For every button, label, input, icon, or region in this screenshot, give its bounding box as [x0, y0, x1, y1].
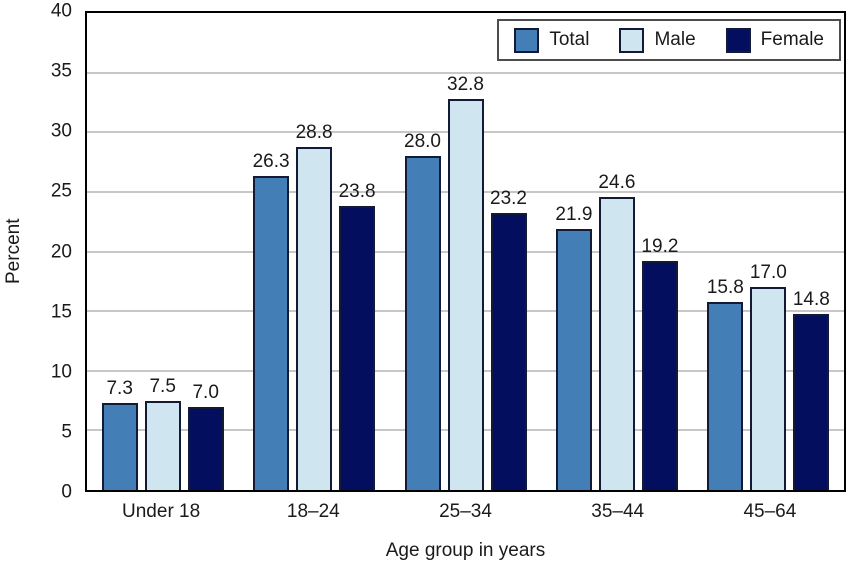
bar-group: 26.3 28.8 23.8	[238, 13, 389, 490]
legend-label: Total	[549, 29, 590, 50]
bar-group: 28.0 32.8 23.2	[390, 13, 541, 490]
legend-swatch-icon	[725, 27, 751, 53]
legend-swatch-icon	[619, 27, 645, 53]
y-tick-label: 10	[50, 361, 72, 383]
y-tick-label: 15	[50, 301, 72, 323]
legend-swatch-icon	[514, 27, 540, 53]
x-tick-label: 35–44	[591, 501, 645, 522]
legend-label: Male	[654, 29, 696, 50]
bar-total: 7.3	[101, 378, 138, 490]
gridline	[87, 71, 844, 74]
bar-value-label: 23.2	[490, 188, 528, 210]
x-tick-label: Under 18	[122, 501, 201, 522]
bar-value-label: 28.8	[295, 121, 333, 143]
bar-value-label: 23.8	[338, 181, 376, 203]
bar-value-label: 7.5	[149, 375, 176, 397]
x-tick-label: 25–34	[439, 501, 492, 522]
bar-value-label: 32.8	[447, 73, 485, 95]
x-tick-label: 18–24	[286, 501, 340, 522]
bar-total: 28.0	[404, 131, 441, 490]
bar-total: 15.8	[707, 277, 744, 490]
bar-female: 23.8	[339, 181, 376, 490]
y-tick-label: 40	[50, 0, 72, 22]
bar-female: 23.2	[490, 188, 527, 490]
legend: Total Male Female	[497, 19, 841, 61]
bar-groups: 7.3 7.5 7.0 26.3 28.8 23.8 28.0 32.8 23.2 21.9 24.…	[87, 13, 844, 490]
legend-item-female: Female	[725, 27, 824, 53]
bar-value-label: 19.2	[641, 236, 679, 258]
bar-female: 19.2	[641, 236, 678, 490]
bar-value-label: 7.0	[192, 381, 219, 403]
bar-group: 7.3 7.5 7.0	[87, 13, 238, 490]
bar-value-label: 28.0	[404, 131, 442, 153]
bar-value-label: 24.6	[598, 171, 636, 193]
bar-male: 17.0	[750, 262, 787, 490]
bar-value-label: 26.3	[252, 151, 290, 173]
y-tick-label: 0	[61, 481, 72, 503]
x-axis-tick-labels: Under 18 18–24 25–34 35–44 45–64	[85, 501, 846, 523]
bar-total: 26.3	[253, 151, 290, 490]
x-tick-label: 45–64	[743, 501, 797, 522]
legend-item-male: Male	[619, 27, 696, 53]
x-axis-title: Age group in years	[385, 540, 546, 561]
bar-value-label: 7.3	[106, 377, 133, 399]
bar-value-label: 21.9	[555, 203, 593, 225]
y-tick-label: 35	[50, 60, 72, 82]
y-tick-label: 5	[61, 421, 72, 443]
bar-total: 21.9	[555, 204, 592, 490]
legend-label: Female	[760, 29, 824, 50]
bar-group: 15.8 17.0 14.8	[693, 13, 844, 490]
bar-male: 32.8	[447, 74, 484, 490]
y-tick-label: 30	[50, 120, 72, 142]
bar-female: 14.8	[793, 289, 830, 490]
y-axis-tick-labels: 0 5 10 15 20 25 30 35 40	[0, 2, 72, 502]
bar-male: 24.6	[598, 172, 635, 490]
bar-group: 21.9 24.6 19.2	[541, 13, 692, 490]
bar-male: 7.5	[144, 376, 181, 490]
y-tick-label: 25	[50, 180, 72, 202]
legend-item-total: Total	[514, 27, 590, 53]
y-tick-label: 20	[50, 241, 72, 262]
plot-area: 7.3 7.5 7.0 26.3 28.8 23.8 28.0 32.8 23.2 21.9 24.…	[85, 11, 846, 492]
bar-male: 28.8	[296, 122, 333, 490]
bar-value-label: 15.8	[706, 276, 744, 298]
bar-value-label: 14.8	[792, 288, 830, 310]
bar-female: 7.0	[187, 382, 224, 490]
bar-value-label: 17.0	[749, 262, 787, 284]
